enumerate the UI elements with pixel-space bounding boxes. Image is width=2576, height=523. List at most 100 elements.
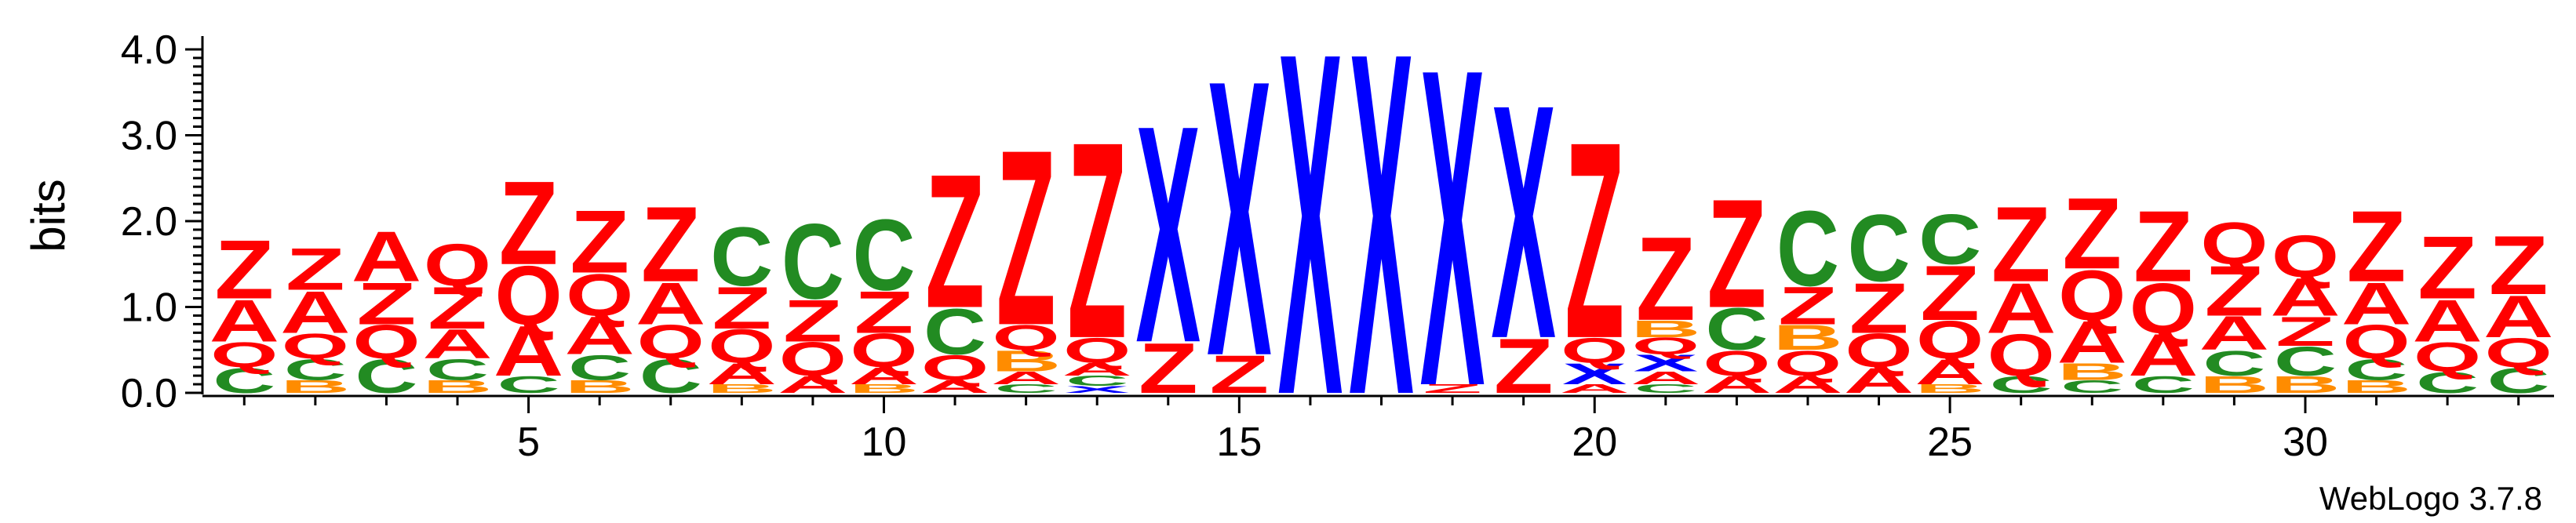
logo-letter: Z bbox=[1707, 167, 1767, 340]
logo-letter: Q bbox=[424, 232, 491, 299]
logo-letter: C bbox=[1848, 195, 1911, 302]
y-tick-label: 1.0 bbox=[121, 285, 177, 330]
logo-letter: C bbox=[284, 353, 347, 387]
logo-stack: X bbox=[1349, 0, 1414, 497]
logo-letter: Q bbox=[2414, 334, 2481, 380]
logo-letter: Z bbox=[2205, 252, 2264, 331]
logo-letter: A bbox=[422, 321, 492, 368]
logo-letter: Z bbox=[925, 134, 985, 347]
logo-letter: Q bbox=[210, 335, 278, 375]
logo-letter: A bbox=[2270, 267, 2340, 328]
logo-letter: Z bbox=[214, 223, 274, 317]
logo-letter: X bbox=[1633, 350, 1698, 376]
y-axis-label: bits bbox=[22, 179, 75, 252]
x-tick-label: 30 bbox=[2283, 419, 2328, 465]
logo-letter: Z bbox=[2275, 308, 2335, 354]
logo-letter: Z bbox=[854, 279, 914, 346]
logo-stack: X bbox=[1278, 0, 1343, 497]
y-tick-label: 4.0 bbox=[121, 27, 177, 73]
logo-letter: C bbox=[1918, 199, 1981, 279]
logo-letter: Z bbox=[783, 287, 843, 354]
logo-letter: Q bbox=[993, 318, 1060, 358]
logo-letter: A bbox=[849, 363, 919, 390]
logo-letter: Z bbox=[1991, 184, 2051, 304]
logo-letter: A bbox=[352, 217, 421, 296]
logo-letter: A bbox=[564, 306, 634, 366]
logo-letter: C bbox=[710, 211, 773, 304]
logo-letter: X bbox=[1420, 0, 1485, 481]
logo-letter: C bbox=[639, 350, 702, 403]
logo-letter: Z bbox=[2418, 218, 2477, 318]
x-tick-label: 5 bbox=[517, 419, 540, 465]
logo-letter: C bbox=[2345, 353, 2408, 387]
logo-letter: Q bbox=[1916, 311, 1984, 371]
logo-letter: Z bbox=[2347, 189, 2407, 303]
logo-letter: Q bbox=[921, 347, 989, 387]
logo-letter: Z bbox=[499, 157, 559, 290]
logo-letter: A bbox=[1630, 368, 1700, 388]
logo-letter: Z bbox=[2133, 189, 2193, 303]
logo-letter: Z bbox=[1067, 83, 1127, 397]
logo-letter: Q bbox=[637, 315, 705, 369]
logo-letter: Q bbox=[708, 320, 775, 373]
logo-letter: C bbox=[1705, 296, 1768, 363]
logo-letter: X bbox=[1562, 358, 1627, 390]
logo-letter: Q bbox=[2130, 268, 2197, 348]
logo-letter: A bbox=[991, 368, 1061, 388]
logo-letter: C bbox=[1776, 189, 1839, 309]
logo-letter: Z bbox=[570, 192, 629, 292]
logo-letter: B bbox=[2341, 376, 2411, 397]
logo-letter: Q bbox=[566, 262, 633, 329]
x-tick-label: 15 bbox=[1216, 419, 1262, 465]
logo-stack: ZX bbox=[1420, 0, 1485, 481]
logo-letter: Q bbox=[1632, 332, 1700, 359]
logo-letter: Z bbox=[1423, 382, 1482, 395]
logo-letter: A bbox=[2412, 287, 2482, 354]
logo-letter: Q bbox=[2342, 315, 2410, 369]
logo-letter: A bbox=[1915, 352, 1984, 392]
logo-letter: B bbox=[707, 382, 777, 395]
logo-letter: X bbox=[1207, 0, 1272, 438]
logo-letter: A bbox=[1559, 382, 1629, 395]
logo-letter: B bbox=[2270, 372, 2340, 398]
logo-letter: C bbox=[1634, 382, 1697, 395]
logo-letter: C bbox=[1066, 373, 1128, 389]
logo-letter: B bbox=[422, 376, 492, 397]
logo-letter: Z bbox=[2489, 219, 2549, 312]
weblogo-credit: WebLogo 3.7.8 bbox=[2319, 480, 2542, 517]
logo-letter: Z bbox=[1210, 344, 1270, 405]
logo-letter: A bbox=[1773, 372, 1842, 398]
logo-letter: C bbox=[1990, 372, 2053, 398]
logo-letter: Q bbox=[352, 315, 420, 369]
logo-letter: A bbox=[280, 279, 350, 346]
logo-letter: B bbox=[280, 376, 350, 397]
logo-letter: C bbox=[2203, 343, 2265, 383]
logo-letter: C bbox=[852, 198, 915, 312]
logo-letter: A bbox=[1844, 361, 1914, 401]
logo-letter: Q bbox=[1063, 330, 1131, 370]
logo-letter: A bbox=[778, 372, 847, 398]
logo-letter: A bbox=[2057, 309, 2127, 376]
x-axis: 5 10 15 20 25 30 bbox=[202, 394, 2554, 465]
logo-letter: C bbox=[924, 295, 986, 369]
x-tick-label: 10 bbox=[862, 419, 907, 465]
logo-letter: Z bbox=[1494, 323, 1554, 409]
logo-letter: B bbox=[564, 376, 634, 397]
logo-letter: Z bbox=[997, 99, 1056, 378]
logo-letter: A bbox=[2341, 271, 2411, 337]
x-tick-label: 25 bbox=[1927, 419, 1973, 465]
